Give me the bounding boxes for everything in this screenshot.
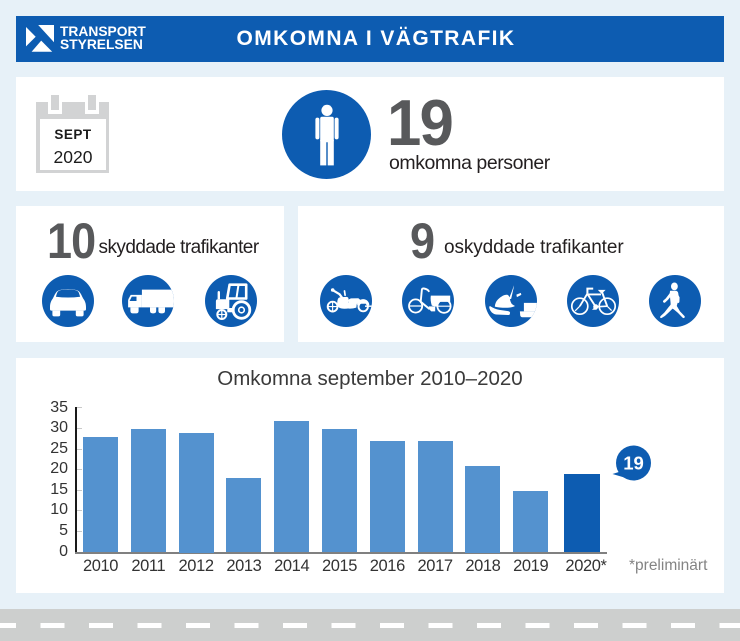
svg-text:19: 19 [623, 453, 644, 474]
